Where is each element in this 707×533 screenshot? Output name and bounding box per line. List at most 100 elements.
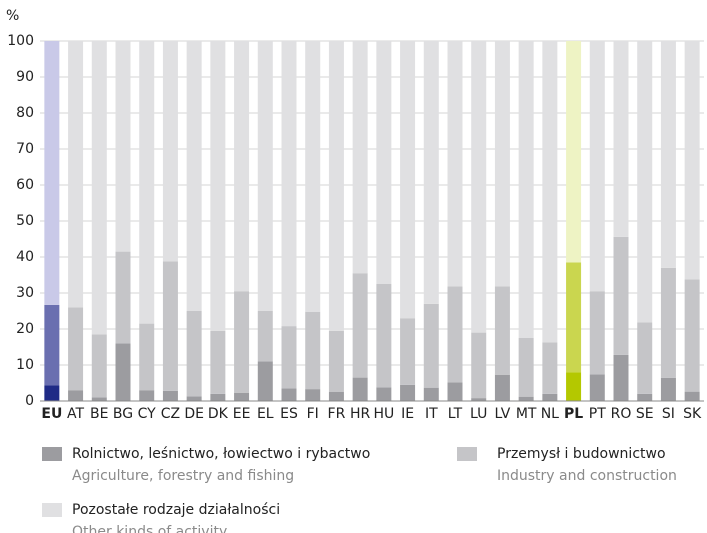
- y-tick-label: 100: [7, 33, 34, 49]
- bar-segment: [518, 396, 534, 401]
- legend-label-en: Industry and construction: [497, 468, 677, 484]
- bar-segment: [566, 41, 582, 263]
- bar-segment: [376, 387, 392, 401]
- bar-segment: [542, 393, 558, 401]
- bar-segment: [328, 41, 344, 331]
- x-tick-label: EL: [257, 406, 274, 422]
- bar-segment: [447, 41, 463, 287]
- bar-segment: [234, 392, 250, 401]
- bar-segment: [447, 382, 463, 401]
- x-tick-label: RO: [611, 406, 632, 422]
- x-tick-label: LT: [448, 406, 463, 422]
- x-tick-label: BE: [90, 406, 108, 422]
- x-tick-label: LV: [495, 406, 511, 422]
- bar-segment: [637, 322, 653, 394]
- x-tick-label: CY: [138, 406, 157, 422]
- bar-segment: [376, 284, 392, 388]
- bar-segment: [257, 41, 273, 311]
- bar-segment: [115, 343, 131, 401]
- bar-segment: [328, 392, 344, 401]
- bar-segment: [328, 330, 344, 392]
- bar-segment: [494, 374, 510, 401]
- bar-segment: [139, 323, 155, 391]
- x-tick-label: FR: [328, 406, 346, 422]
- bar-segment: [162, 390, 178, 401]
- bar-segment: [637, 393, 653, 401]
- bar-segment: [210, 393, 226, 401]
- x-tick-label: EU: [41, 406, 62, 422]
- x-tick-label: BG: [113, 406, 133, 422]
- bar-segment: [281, 41, 297, 327]
- bar-segment: [589, 41, 605, 292]
- y-tick-label: 50: [16, 213, 34, 229]
- bar-segment: [352, 377, 368, 401]
- bar-segment: [305, 389, 321, 401]
- bar-segment: [423, 303, 439, 388]
- bar-segment: [660, 377, 676, 401]
- bar-segment: [684, 41, 700, 280]
- bar-segment: [684, 279, 700, 392]
- legend-label: Rolnictwo, leśnictwo, łowiectwo i rybact…: [72, 446, 370, 462]
- x-tick-label: HR: [350, 406, 371, 422]
- bar-segment: [423, 41, 439, 304]
- y-axis-label: %: [6, 8, 19, 24]
- bar-segment: [44, 304, 60, 386]
- y-tick-label: 30: [16, 285, 34, 301]
- bar-segment: [518, 41, 534, 338]
- y-tick-label: 90: [16, 69, 34, 85]
- bar-segment: [91, 397, 107, 401]
- bar-segment: [637, 41, 653, 323]
- bar-segment: [68, 390, 84, 401]
- bar-segment: [186, 396, 202, 401]
- x-tick-label: EE: [233, 406, 251, 422]
- legend-label-en: Other kinds of activity: [72, 524, 227, 533]
- legend-swatch: [42, 503, 62, 517]
- bar-segment: [542, 41, 558, 343]
- bar-segment: [91, 334, 107, 398]
- x-tick-label: HU: [373, 406, 394, 422]
- bar-segment: [566, 372, 582, 401]
- x-tick-label: SE: [636, 406, 654, 422]
- bar-segment: [400, 384, 416, 401]
- bar-segment: [210, 330, 226, 394]
- bar-segment: [115, 41, 131, 252]
- bar-segment: [518, 338, 534, 397]
- y-tick-label: 0: [25, 393, 34, 409]
- bar-segment: [234, 291, 250, 393]
- bar-segment: [613, 41, 629, 237]
- bar-segment: [281, 388, 297, 401]
- x-tick-label: SK: [683, 406, 702, 422]
- legend-label: Pozostałe rodzaje działalności: [72, 502, 280, 518]
- bar-segment: [186, 311, 202, 397]
- bar-segment: [352, 41, 368, 274]
- bar-segment: [305, 311, 321, 390]
- x-tick-label: PL: [564, 406, 583, 422]
- x-tick-label: SI: [662, 406, 675, 422]
- y-tick-label: 70: [16, 141, 34, 157]
- x-tick-label: CZ: [161, 406, 180, 422]
- x-tick-label: ES: [280, 406, 298, 422]
- bar-segment: [471, 332, 487, 399]
- legend-label-en: Agriculture, forestry and fishing: [72, 468, 294, 484]
- bar-segment: [44, 385, 60, 401]
- bar-segment: [400, 318, 416, 385]
- bar-segment: [68, 41, 84, 308]
- bar-segment: [305, 41, 321, 312]
- x-tick-label: MT: [516, 406, 537, 422]
- bar-segment: [589, 374, 605, 401]
- x-tick-label: NL: [541, 406, 559, 422]
- bar-segment: [566, 262, 582, 373]
- bar-segment: [660, 41, 676, 268]
- bar-segment: [257, 361, 273, 401]
- bar-segment: [542, 342, 558, 394]
- bar-segment: [352, 273, 368, 378]
- bar-segment: [613, 354, 629, 401]
- bar-segment: [494, 41, 510, 287]
- bar-segment: [423, 387, 439, 401]
- bar-segment: [447, 286, 463, 383]
- bar-segment: [234, 41, 250, 292]
- y-tick-label: 60: [16, 177, 34, 193]
- bar-segment: [494, 286, 510, 375]
- bar-segment: [376, 41, 392, 284]
